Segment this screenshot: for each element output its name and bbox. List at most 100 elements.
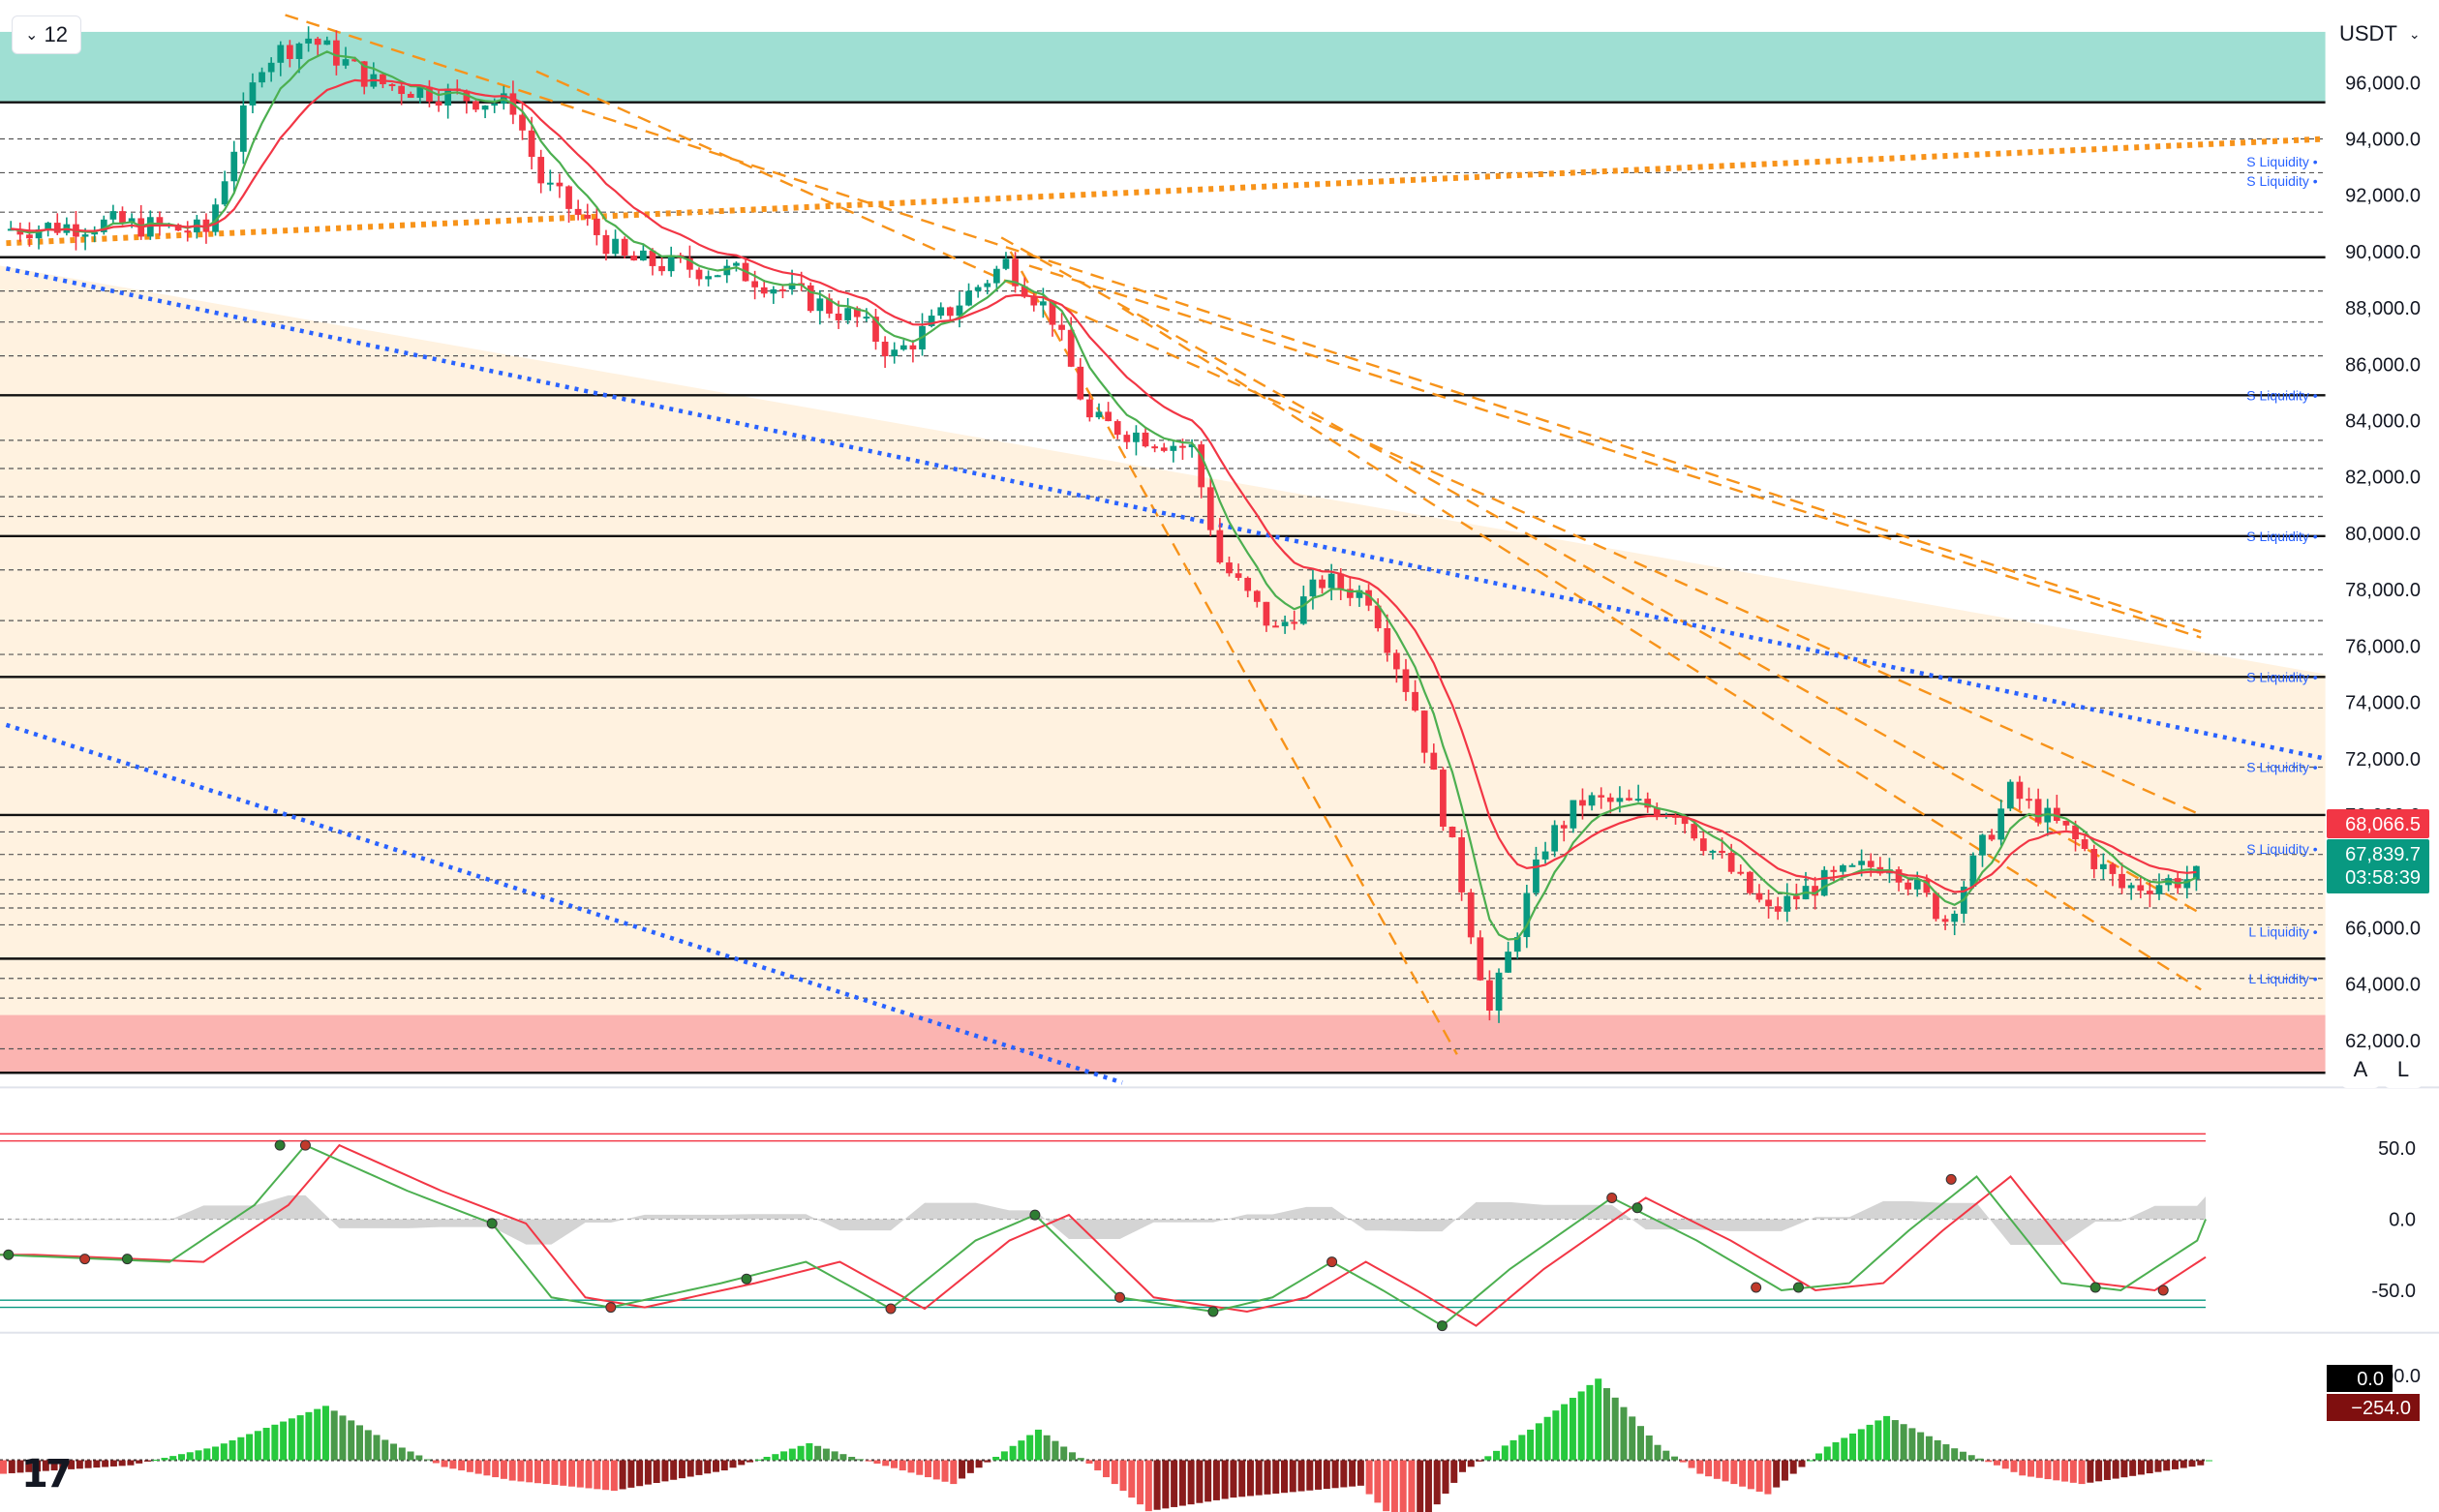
candle[interactable] bbox=[1365, 590, 1372, 606]
histogram-bar[interactable] bbox=[627, 1460, 635, 1488]
candle[interactable] bbox=[1895, 869, 1903, 883]
candle[interactable] bbox=[1384, 627, 1391, 653]
histogram-bar[interactable] bbox=[1111, 1460, 1118, 1485]
histogram-bar[interactable] bbox=[1602, 1388, 1610, 1461]
histogram-bar[interactable] bbox=[2163, 1460, 2171, 1471]
candle[interactable] bbox=[1123, 435, 1131, 442]
oscillator-pane[interactable] bbox=[0, 1133, 2207, 1332]
histogram-pane[interactable] bbox=[0, 1378, 2213, 1512]
histogram-bar[interactable] bbox=[2146, 1460, 2153, 1474]
histogram-bar[interactable] bbox=[466, 1460, 473, 1472]
candle[interactable] bbox=[723, 265, 731, 276]
candle[interactable] bbox=[705, 276, 712, 280]
histogram-bar[interactable] bbox=[109, 1460, 117, 1467]
histogram-bar[interactable] bbox=[118, 1460, 126, 1467]
histogram-bar[interactable] bbox=[1306, 1460, 1314, 1491]
candle[interactable] bbox=[2127, 885, 2135, 889]
candle[interactable] bbox=[2147, 891, 2153, 894]
histogram-bar[interactable] bbox=[1552, 1410, 1560, 1461]
candle[interactable] bbox=[1133, 432, 1140, 442]
candle[interactable] bbox=[1551, 825, 1559, 852]
histogram-bar[interactable] bbox=[1908, 1428, 1916, 1461]
histogram-bar[interactable] bbox=[1171, 1460, 1178, 1507]
histogram-bar[interactable] bbox=[305, 1411, 313, 1461]
histogram-bar[interactable] bbox=[1289, 1460, 1296, 1493]
candle[interactable] bbox=[1113, 421, 1121, 436]
histogram-bar[interactable] bbox=[1137, 1460, 1144, 1505]
histogram-bar[interactable] bbox=[747, 1460, 754, 1463]
histogram-bar[interactable] bbox=[2197, 1460, 2205, 1466]
candle[interactable] bbox=[1951, 913, 1959, 922]
candle[interactable] bbox=[1002, 258, 1010, 269]
histogram-bar[interactable] bbox=[1823, 1446, 1831, 1461]
histogram-bar[interactable] bbox=[1331, 1460, 1339, 1489]
histogram-bar[interactable] bbox=[788, 1448, 796, 1461]
histogram-bar[interactable] bbox=[1085, 1460, 1093, 1465]
candle[interactable] bbox=[2006, 781, 2014, 809]
histogram-bar[interactable] bbox=[1433, 1460, 1441, 1505]
candle[interactable] bbox=[1030, 296, 1038, 306]
candle[interactable] bbox=[146, 217, 154, 237]
histogram-bar[interactable] bbox=[1654, 1444, 1662, 1461]
histogram-bar[interactable] bbox=[474, 1460, 482, 1474]
histogram-bar[interactable] bbox=[1611, 1397, 1619, 1461]
histogram-bar[interactable] bbox=[1713, 1460, 1721, 1479]
histogram-bar[interactable] bbox=[508, 1460, 516, 1481]
candle[interactable] bbox=[528, 130, 535, 158]
candle[interactable] bbox=[1606, 797, 1614, 802]
candle[interactable] bbox=[16, 228, 24, 235]
candle[interactable] bbox=[45, 223, 52, 230]
candle[interactable] bbox=[2109, 863, 2117, 874]
candle[interactable] bbox=[1049, 301, 1056, 325]
histogram-bar[interactable] bbox=[2188, 1460, 2196, 1467]
candle[interactable] bbox=[2081, 839, 2088, 850]
candle[interactable] bbox=[1691, 824, 1698, 839]
histogram-bar[interactable] bbox=[1408, 1460, 1416, 1512]
candle[interactable] bbox=[1151, 446, 1159, 449]
histogram-bar[interactable] bbox=[2061, 1460, 2069, 1482]
histogram-bar[interactable] bbox=[1629, 1416, 1636, 1461]
histogram-bar[interactable] bbox=[992, 1456, 1000, 1461]
candle[interactable] bbox=[407, 94, 414, 99]
candle[interactable] bbox=[156, 217, 164, 226]
candle[interactable] bbox=[1198, 444, 1205, 488]
histogram-bar[interactable] bbox=[1162, 1460, 1170, 1509]
candle[interactable] bbox=[1830, 869, 1838, 872]
candle[interactable] bbox=[1820, 869, 1828, 896]
candle[interactable] bbox=[351, 59, 358, 62]
candle[interactable] bbox=[1142, 432, 1149, 447]
candle[interactable] bbox=[1858, 861, 1865, 865]
candle[interactable] bbox=[872, 317, 879, 342]
histogram-bar[interactable] bbox=[984, 1460, 991, 1463]
candle[interactable] bbox=[667, 255, 675, 272]
histogram-bar[interactable] bbox=[1832, 1441, 1840, 1461]
candle[interactable] bbox=[1513, 937, 1521, 953]
histogram-bar[interactable] bbox=[925, 1460, 932, 1478]
histogram-bar[interactable] bbox=[212, 1446, 220, 1461]
histogram-bar[interactable] bbox=[25, 1460, 33, 1472]
histogram-bar[interactable] bbox=[560, 1460, 567, 1486]
histogram-bar[interactable] bbox=[1679, 1460, 1687, 1463]
candle[interactable] bbox=[1281, 621, 1289, 626]
candle[interactable] bbox=[574, 208, 582, 215]
candle[interactable] bbox=[937, 307, 945, 317]
histogram-bar[interactable] bbox=[2180, 1460, 2187, 1468]
histogram-bar[interactable] bbox=[1009, 1445, 1017, 1461]
candle[interactable] bbox=[1969, 855, 1977, 887]
histogram-bar[interactable] bbox=[2095, 1460, 2103, 1482]
histogram-bar[interactable] bbox=[1527, 1429, 1535, 1461]
auto-scale-button[interactable]: A bbox=[2341, 1051, 2380, 1088]
candle[interactable] bbox=[519, 114, 526, 131]
candle[interactable] bbox=[1848, 864, 1856, 867]
histogram-bar[interactable] bbox=[424, 1459, 432, 1461]
histogram-bar[interactable] bbox=[780, 1451, 788, 1461]
candle[interactable] bbox=[1291, 621, 1298, 624]
candle[interactable] bbox=[593, 218, 600, 235]
candle[interactable] bbox=[2034, 799, 2042, 823]
histogram-bar[interactable] bbox=[2103, 1460, 2111, 1480]
histogram-bar[interactable] bbox=[1094, 1460, 1102, 1471]
histogram-bar[interactable] bbox=[704, 1460, 712, 1474]
candle[interactable] bbox=[1412, 691, 1418, 711]
candle[interactable] bbox=[835, 313, 842, 320]
histogram-bar[interactable] bbox=[1764, 1460, 1772, 1495]
